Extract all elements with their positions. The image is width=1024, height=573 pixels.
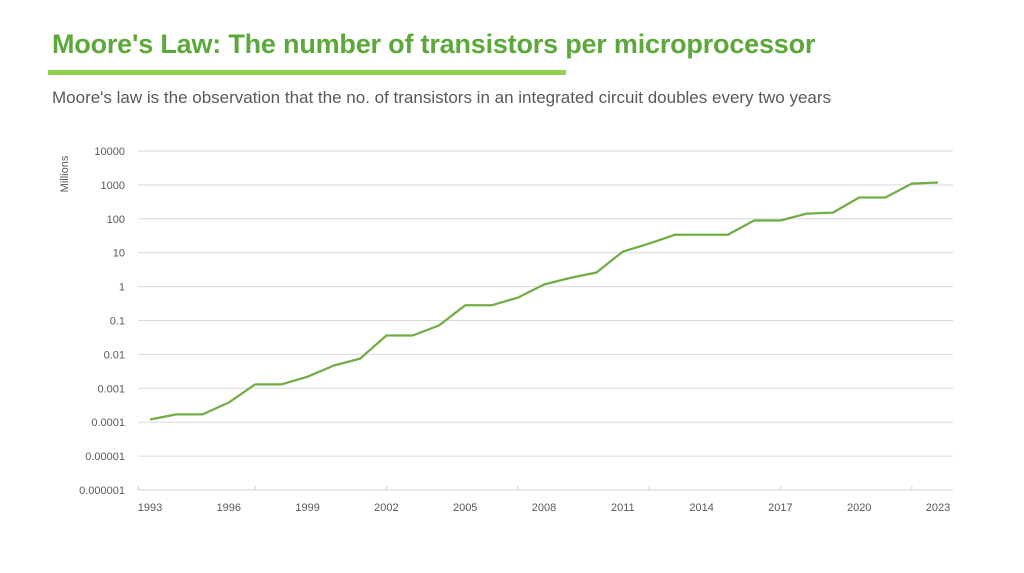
x-tick-label: 1999 <box>295 502 319 514</box>
x-axis-ticks: 1993 1996 1999 2002 2005 2008 2011 2014 2017 2020… <box>137 486 950 514</box>
y-axis-ticks: 0.000001 0.00001 0.0001 0.001 0.01 0.1 1 10 100 1… <box>79 146 125 497</box>
x-tick-label: 2002 <box>374 502 398 514</box>
y-tick-label: 100 <box>107 214 125 226</box>
y-tick-label: 10000 <box>94 146 125 158</box>
y-tick-label: 0.0001 <box>91 417 125 429</box>
y-tick-label: 0.000001 <box>79 485 125 497</box>
x-tick-label: 2020 <box>847 502 871 514</box>
gridlines <box>138 150 953 491</box>
y-tick-label: 0.001 <box>97 383 125 395</box>
x-tick-label: 1996 <box>217 502 241 514</box>
x-tick-label: 2005 <box>453 502 477 514</box>
y-tick-label: 0.01 <box>104 349 125 361</box>
y-tick-label: 10 <box>113 248 125 260</box>
y-tick-label: 0.00001 <box>85 451 125 463</box>
x-tick-label: 2017 <box>768 502 792 514</box>
chart-title: Moore's Law: The number of transistors p… <box>52 29 816 59</box>
x-tick-label: 1993 <box>138 502 162 514</box>
y-tick-label: 1000 <box>101 180 125 192</box>
title-underline <box>48 70 566 75</box>
x-tick-label: 2011 <box>611 502 635 514</box>
y-tick-label: 0.1 <box>110 316 125 328</box>
x-tick-label: 2014 <box>689 502 713 514</box>
series-line <box>149 181 939 421</box>
chart-subtitle: Moore's law is the observation that the … <box>52 88 832 107</box>
series-group <box>149 181 939 421</box>
x-tick-label: 2008 <box>532 502 556 514</box>
y-tick-label: 1 <box>119 282 125 294</box>
y-axis-label: Millions <box>59 155 71 192</box>
x-tick-label: 2023 <box>926 502 950 514</box>
